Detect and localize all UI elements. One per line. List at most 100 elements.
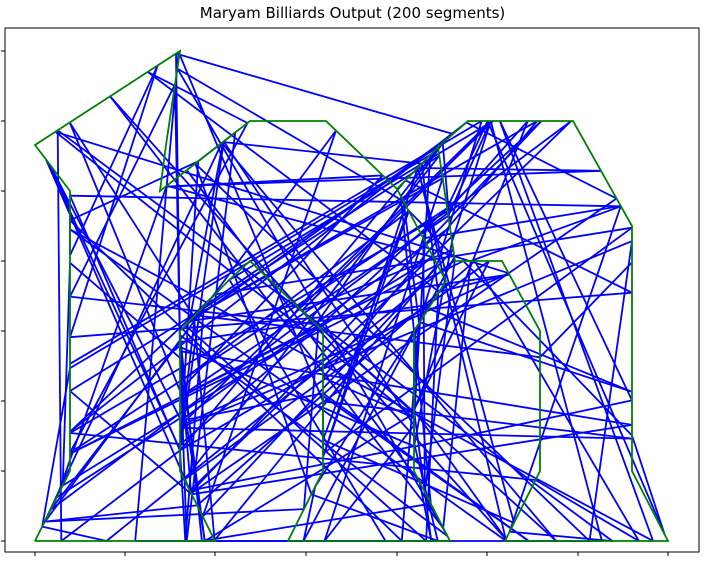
path-segment: [323, 424, 415, 542]
path-segment: [419, 321, 633, 393]
path-segment: [451, 120, 492, 242]
path-segment: [190, 197, 618, 495]
path-segment: [302, 486, 317, 542]
path-segment: [69, 160, 199, 222]
path-segment: [318, 120, 543, 328]
path-segment: [184, 306, 205, 542]
path-segment: [69, 260, 464, 455]
boundary-outline: [33, 49, 670, 542]
path-segment: [198, 154, 440, 313]
path-segment: [588, 240, 633, 542]
path-segment: [43, 130, 337, 524]
path-segment: [473, 260, 640, 542]
path-segment: [134, 51, 180, 542]
path-segment: [215, 226, 633, 296]
path-segment: [44, 504, 198, 523]
path-segment: [175, 52, 454, 135]
path-segment: [314, 308, 430, 488]
path-segment: [438, 273, 510, 293]
path-segment: [179, 179, 407, 452]
path-segment: [322, 226, 633, 455]
path-segment: [165, 169, 602, 188]
path-segment: [420, 163, 440, 294]
path-segment: [179, 326, 320, 446]
path-segment: [413, 260, 490, 411]
path-segment: [416, 167, 515, 524]
path-segment: [179, 315, 196, 445]
path-segment: [45, 159, 181, 450]
path-segment: [446, 120, 489, 209]
path-segment: [184, 324, 427, 542]
path-segment: [179, 303, 432, 452]
path-segment: [509, 530, 613, 542]
path-segment: [188, 141, 224, 322]
path-segment: [413, 399, 633, 448]
path-segment: [69, 262, 181, 359]
path-segment: [179, 303, 432, 343]
path-segment: [499, 120, 654, 542]
path-segment: [402, 201, 420, 324]
billiard-path: [41, 51, 666, 542]
path-segment: [486, 120, 666, 535]
path-segment: [315, 142, 444, 325]
path-segment: [413, 409, 507, 540]
path-segment: [105, 259, 456, 542]
path-segment: [189, 120, 572, 492]
path-segment: [60, 449, 181, 542]
path-segment: [400, 323, 420, 542]
path-segment: [194, 314, 541, 359]
path-segment: [49, 341, 181, 511]
path-segment: [470, 205, 622, 262]
path-segment: [413, 410, 433, 542]
path-segment: [69, 432, 536, 481]
path-segment: [56, 130, 63, 542]
path-segment: [57, 129, 613, 542]
path-segment: [176, 68, 449, 537]
path-segment: [69, 228, 654, 542]
chart-title: Maryam Billiards Output (200 segments): [199, 4, 506, 22]
path-segment: [539, 261, 633, 358]
path-segment: [201, 502, 431, 542]
path-segment: [186, 169, 421, 483]
path-segment: [322, 392, 530, 542]
path-segment: [489, 120, 603, 542]
path-segment: [422, 238, 426, 493]
path-segment: [189, 445, 415, 492]
path-segment: [69, 291, 633, 339]
path-segment: [56, 185, 168, 498]
path-segment: [56, 417, 181, 498]
path-segment: [147, 71, 248, 124]
path-segment: [179, 161, 200, 450]
path-segment: [190, 120, 543, 494]
path-segment: [176, 67, 405, 203]
path-segment: [69, 219, 403, 542]
path-segment: [179, 350, 188, 542]
plot-frame: [4, 27, 700, 553]
path-segment: [61, 262, 71, 486]
path-segment: [179, 240, 633, 429]
path-segment: [69, 121, 467, 433]
boundary-line: [33, 49, 670, 542]
path-segment: [405, 179, 633, 294]
path-segment: [42, 525, 107, 542]
path-segment: [416, 167, 508, 542]
path-segment: [303, 326, 320, 510]
path-segment: [48, 163, 181, 419]
path-segment: [322, 209, 410, 441]
path-segment: [631, 435, 666, 535]
path-segment: [44, 508, 304, 523]
path-segment: [465, 121, 617, 200]
path-segment: [69, 65, 159, 256]
path-segment: [400, 144, 441, 197]
path-segment: [196, 260, 476, 507]
path-segment: [69, 65, 159, 338]
path-segment: [508, 205, 622, 532]
path-segment: [175, 53, 181, 348]
path-segment: [69, 84, 176, 297]
path-segment: [50, 120, 572, 511]
axis-ticks: [1, 50, 669, 556]
path-segment: [69, 228, 507, 542]
path-segment: [535, 479, 640, 542]
path-segment: [69, 122, 249, 454]
